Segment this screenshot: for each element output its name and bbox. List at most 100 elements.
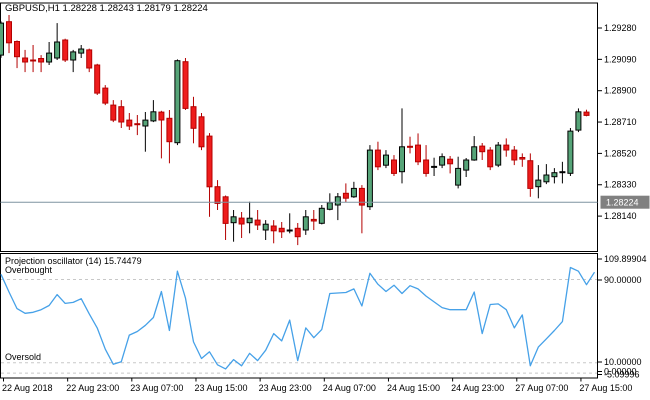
candle-body: [310, 218, 317, 222]
price-tick-label: 1.29280: [604, 23, 637, 33]
candle-body: [206, 135, 213, 188]
candle-body: [286, 229, 293, 232]
candle: [78, 45, 85, 58]
candle-body: [134, 123, 141, 126]
candle: [559, 161, 566, 184]
candle: [358, 185, 365, 234]
bid-price-tag: 1.28224: [600, 195, 650, 209]
candle: [391, 155, 397, 176]
indicator-scale-label: 10.00000: [604, 357, 642, 367]
candle-body: [423, 159, 430, 174]
candle-body: [559, 171, 566, 174]
chart-title: GBPUSD,H1 1.28228 1.28243 1.28179 1.2822…: [5, 3, 208, 14]
candle-body: [174, 60, 181, 144]
candle-body: [166, 117, 173, 143]
candle: [278, 222, 285, 238]
candle-body: [334, 196, 341, 206]
candle: [415, 133, 421, 166]
candle: [575, 108, 582, 133]
candle: [374, 141, 381, 171]
candle: [190, 96, 197, 144]
candle-body: [326, 202, 333, 210]
time-tick-label: 23 Aug 07:00: [130, 383, 183, 393]
candle: [198, 113, 205, 151]
candle-body: [22, 57, 29, 63]
candle: [583, 109, 590, 117]
candle: [366, 145, 373, 210]
candle: [519, 153, 526, 167]
price-tick-label: 1.28520: [604, 148, 637, 158]
candle: [166, 110, 173, 164]
candle-body: [447, 158, 454, 165]
candle: [14, 40, 20, 69]
time-tick-label: 24 Aug 15:00: [387, 383, 440, 393]
candle-body: [158, 111, 165, 121]
candle: [54, 23, 61, 60]
candle: [567, 128, 574, 176]
candle: [479, 143, 486, 160]
candle-body: [118, 106, 125, 123]
candle-body: [190, 106, 197, 129]
main-pane-frame: [0, 2, 598, 252]
candle: [294, 223, 301, 246]
candle-body: [535, 179, 542, 188]
candle: [286, 213, 293, 234]
candle-body: [110, 104, 117, 121]
candle: [0, 21, 4, 58]
candle: [551, 168, 558, 184]
candle: [310, 210, 317, 230]
candle: [182, 58, 189, 110]
candle: [134, 115, 141, 136]
candle-body: [0, 22, 4, 56]
candle: [407, 136, 413, 154]
oscillator-line: [0, 266, 596, 370]
price-tick-label: 1.28900: [604, 86, 637, 96]
candle-body: [246, 217, 253, 224]
time-tick-label: 24 Aug 23:00: [451, 383, 504, 393]
candle: [238, 212, 245, 238]
candle: [334, 193, 341, 221]
candle-body: [262, 223, 269, 231]
candle-body: [182, 61, 189, 109]
candle-body: [358, 187, 365, 206]
indicator-pane-frame: [0, 253, 598, 379]
candle-body: [487, 149, 494, 168]
candle-body: [302, 216, 309, 231]
candle-body: [62, 39, 69, 61]
time-tick-label: 27 Aug 15:00: [579, 383, 632, 393]
candle-body: [46, 52, 53, 63]
time-tick-label: 23 Aug 15:00: [195, 383, 248, 393]
candle: [431, 157, 438, 176]
time-tick-label: 27 Aug 07:00: [515, 383, 568, 393]
candle-body: [575, 111, 582, 131]
candle-body: [54, 41, 61, 59]
candle-body: [471, 146, 478, 161]
price-tick-label: 1.28710: [604, 117, 637, 127]
candle: [423, 145, 430, 177]
candle-body: [254, 219, 261, 226]
candle: [206, 133, 213, 217]
candle: [262, 220, 269, 240]
indicator-title: Projection oscillator (14) 15.74479: [5, 256, 142, 266]
candlestick-series: [0, 15, 590, 246]
time-tick-label: 23 Aug 23:00: [259, 383, 312, 393]
candle-body: [142, 119, 149, 127]
candle-body: [318, 207, 325, 224]
candle: [118, 100, 125, 128]
time-tick-label: 24 Aug 07:00: [323, 383, 376, 393]
candle: [70, 49, 77, 73]
candle-body: [519, 157, 526, 160]
candle: [62, 38, 69, 62]
candle: [471, 136, 478, 161]
candle-body: [126, 119, 133, 127]
candle-body: [455, 167, 462, 186]
candle-body: [86, 49, 93, 69]
candle: [383, 150, 389, 169]
candle: [543, 164, 550, 185]
candle: [222, 195, 229, 240]
candle: [126, 113, 133, 130]
candle-body: [38, 58, 45, 63]
candle-body: [350, 187, 357, 198]
